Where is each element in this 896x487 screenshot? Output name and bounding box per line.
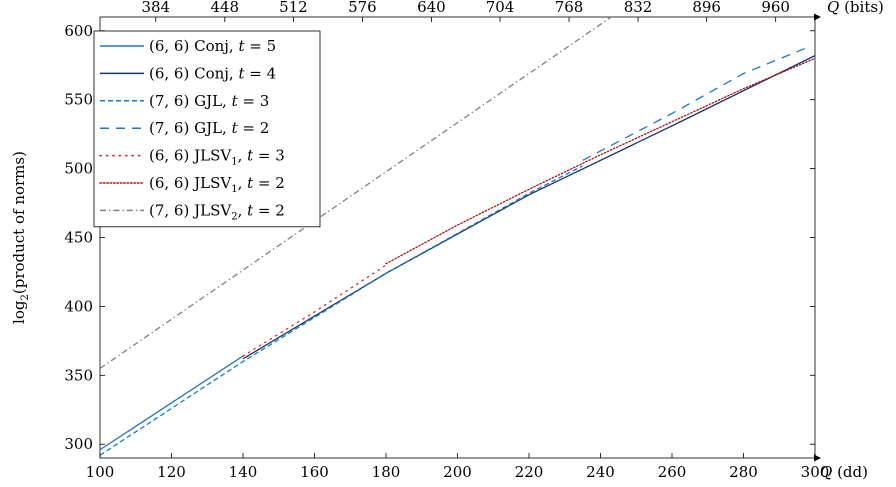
y-tick-label: 450	[64, 229, 93, 247]
series-line-4	[582, 46, 809, 161]
legend-entry: (6, 6) JLSV1, t = 3	[149, 147, 285, 168]
legend-entry: (6, 6) Conj, t = 4	[149, 64, 276, 82]
x-tick-label: 200	[443, 463, 472, 481]
y-tick-label: 400	[64, 297, 93, 315]
x-tick-label: 220	[515, 463, 544, 481]
y-tick-label: 550	[64, 91, 93, 109]
x-tick-label: 260	[658, 463, 687, 481]
legend-entry: (6, 6) Conj, t = 5	[149, 37, 276, 55]
legend-entry: (7, 6) JLSV2, t = 2	[149, 201, 285, 222]
legend-box	[93, 30, 321, 228]
x2-tick-label: 640	[417, 0, 446, 16]
legend-entry: (7, 6) GJL, t = 3	[149, 92, 269, 110]
x-tick-label: 100	[86, 463, 115, 481]
legend-entry: (6, 6) JLSV1, t = 2	[149, 174, 285, 195]
x-axis-arrow	[814, 454, 821, 462]
series-line-1	[100, 355, 244, 451]
x-axis-label: Q (dd)	[820, 463, 868, 481]
series-layer	[100, 17, 815, 456]
y-axis-label: log2(product of norms)	[10, 151, 31, 324]
x-tick-label: 280	[729, 463, 758, 481]
axis-labels: Q (dd) Q (bits) log2(product of norms)	[10, 0, 884, 481]
legend-entry: (7, 6) GJL, t = 2	[149, 119, 269, 137]
x2-axis-label: Q (bits)	[827, 0, 884, 16]
legend: (6, 6) Conj, t = 5 (6, 6) Conj, t = 4 (7, …	[93, 30, 321, 228]
x2-tick-label: 448	[210, 0, 239, 16]
y-tick-label: 300	[64, 435, 93, 453]
x-tick-label: 140	[229, 463, 258, 481]
x2-tick-label: 512	[279, 0, 308, 16]
x2-tick-label: 768	[555, 0, 584, 16]
y-tick-label: 350	[64, 366, 93, 384]
ticks-layer: 100 120 140 160 180 200 220 240 260 280 300 300 350 4…	[64, 0, 829, 481]
y-tick-label: 600	[64, 22, 93, 40]
x-tick-label: 240	[586, 463, 615, 481]
y-tick-label: 500	[64, 160, 93, 178]
x-tick-label: 160	[300, 463, 329, 481]
x2-tick-label: 576	[348, 0, 377, 16]
series-line-7	[100, 17, 612, 369]
series-line-6	[385, 57, 815, 265]
x2-tick-label: 704	[486, 0, 515, 16]
x2-tick-label: 384	[141, 0, 170, 16]
x2-tick-label: 960	[761, 0, 790, 16]
x-tick-label: 300	[801, 463, 830, 481]
series-line-5	[242, 264, 387, 357]
x2-tick-label: 832	[624, 0, 653, 16]
series-line-2	[242, 55, 815, 360]
x2-axis-arrow	[814, 13, 821, 21]
x-tick-label: 120	[157, 463, 186, 481]
series-line-3	[100, 165, 583, 456]
x-tick-label: 180	[372, 463, 401, 481]
x2-tick-label: 896	[692, 0, 721, 16]
